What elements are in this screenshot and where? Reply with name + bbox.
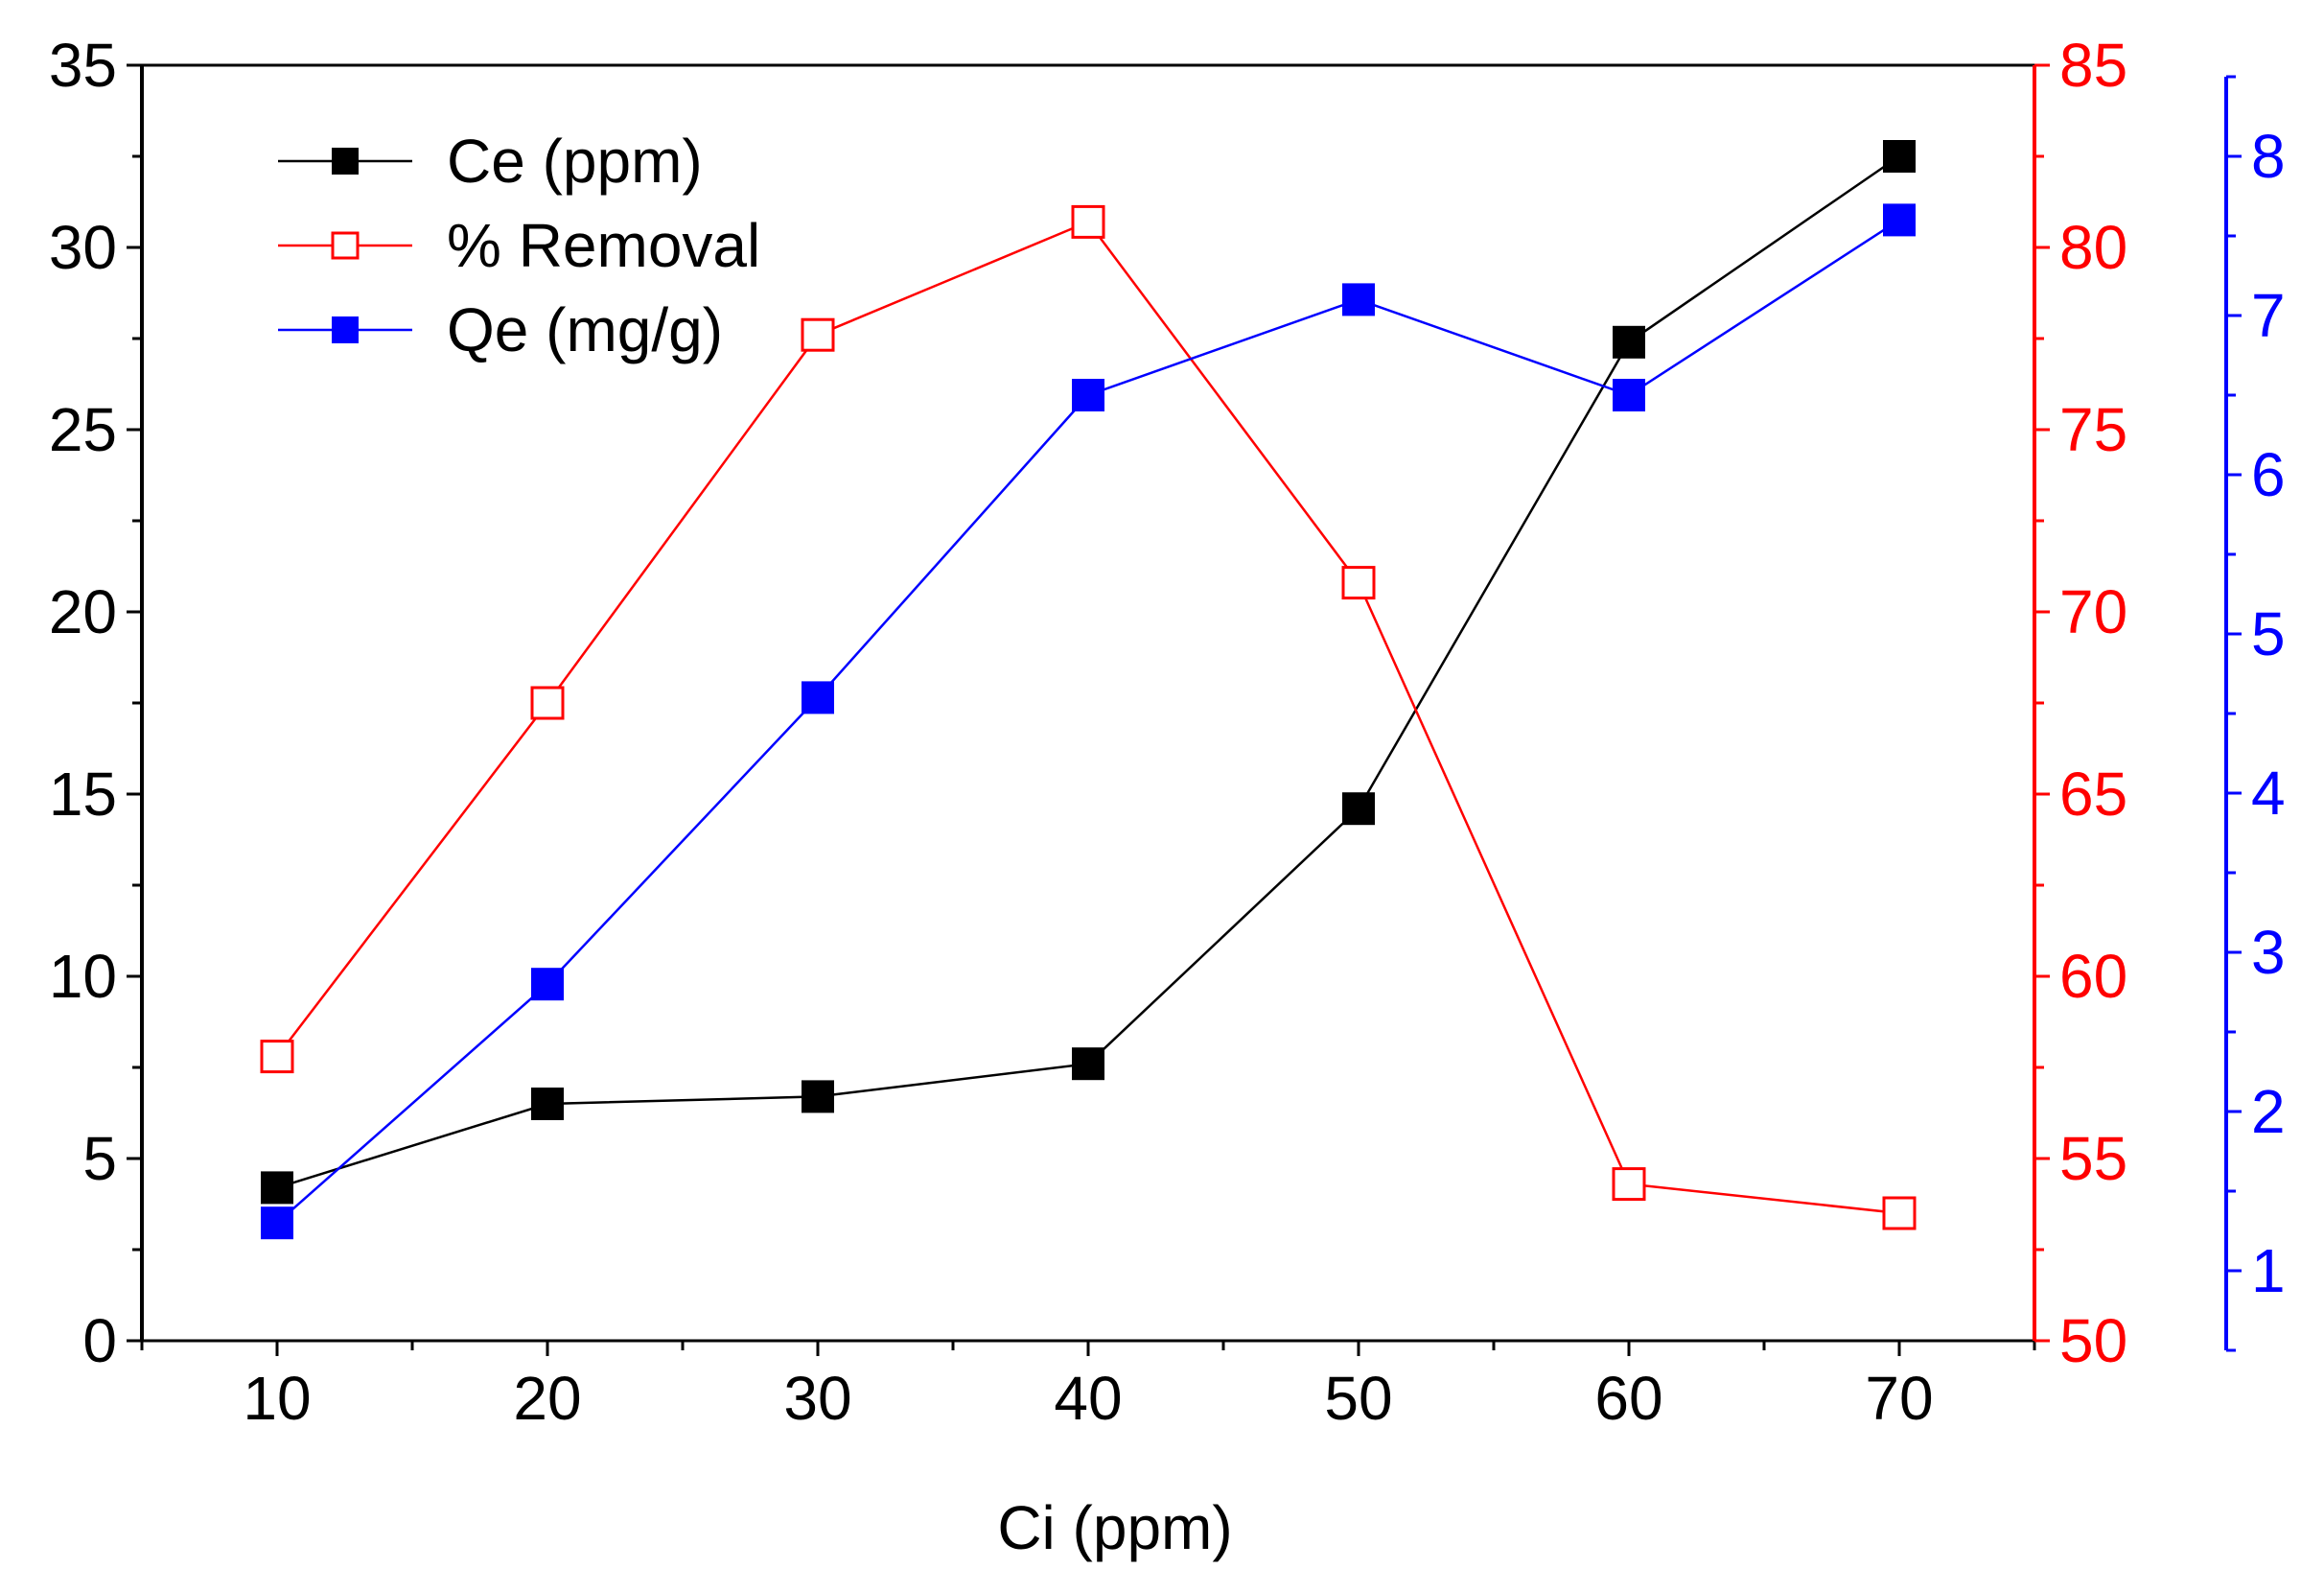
legend: Ce (ppm) % Removal Qe (mg/g) — [278, 127, 760, 364]
axes-layer: 10 20 30 40 50 60 7005101520253035505560657075… — [49, 31, 2286, 1433]
left-tick-label: 10 — [49, 942, 117, 1011]
right1-tick-label: 75 — [2059, 395, 2127, 464]
right1-tick-label: 80 — [2059, 213, 2127, 282]
legend-label: Ce (ppm) — [447, 127, 703, 196]
x-tick-label: 50 — [1324, 1364, 1392, 1433]
x-tick-label: 60 — [1594, 1364, 1662, 1433]
data-point-marker — [261, 1206, 293, 1240]
data-point-marker — [802, 681, 834, 714]
data-point-marker — [1883, 203, 1916, 237]
series-markers-layer — [260, 140, 1917, 1240]
left-tick-label: 15 — [49, 760, 117, 829]
left-tick-label: 35 — [49, 31, 117, 100]
x-tick-label: 30 — [783, 1364, 851, 1433]
legend-marker — [332, 316, 359, 343]
legend-marker — [331, 231, 360, 260]
data-point-marker — [1342, 283, 1375, 316]
data-point-marker — [801, 317, 835, 352]
right2-tick-label: 6 — [2251, 440, 2286, 509]
right2-tick-label: 3 — [2251, 918, 2286, 987]
right1-tick-label: 70 — [2059, 577, 2127, 646]
data-point-marker — [1341, 566, 1376, 600]
data-point-marker — [1883, 140, 1916, 173]
right2-tick-label: 5 — [2251, 599, 2286, 668]
right2-tick-label: 2 — [2251, 1077, 2286, 1146]
data-point-marker — [1612, 1167, 1646, 1202]
data-point-marker — [1613, 379, 1645, 411]
left-tick-label: 5 — [82, 1124, 117, 1193]
data-point-marker — [530, 686, 565, 720]
left-tick-label: 0 — [82, 1306, 117, 1375]
data-point-marker — [1613, 325, 1645, 359]
data-point-marker — [802, 1080, 834, 1113]
right2-tick-label: 4 — [2251, 759, 2286, 828]
right2-tick-label: 7 — [2251, 281, 2286, 350]
x-tick-label: 70 — [1865, 1364, 1933, 1433]
right1-tick-label: 85 — [2059, 31, 2127, 100]
data-point-marker — [1071, 204, 1105, 239]
x-tick-label: 40 — [1054, 1364, 1122, 1433]
data-point-marker — [1882, 1196, 1917, 1230]
left-tick-label: 25 — [49, 395, 117, 464]
left-tick-label: 30 — [49, 213, 117, 282]
x-axis-title: Ci (ppm) — [997, 1493, 1232, 1562]
data-point-marker — [531, 968, 564, 1001]
x-tick-label: 10 — [243, 1364, 311, 1433]
data-point-marker — [1072, 1047, 1104, 1081]
right1-tick-label: 65 — [2059, 760, 2127, 829]
data-point-marker — [1072, 379, 1104, 411]
legend-label: Qe (mg/g) — [447, 295, 723, 364]
legend-label: % Removal — [447, 211, 760, 280]
data-point-marker — [261, 1171, 293, 1205]
data-point-marker — [260, 1040, 294, 1074]
data-point-marker — [531, 1088, 564, 1120]
x-tick-label: 20 — [513, 1364, 581, 1433]
data-point-marker — [1342, 792, 1375, 826]
right1-tick-label: 50 — [2059, 1306, 2127, 1375]
right2-tick-label: 8 — [2251, 122, 2286, 191]
left-tick-label: 20 — [49, 577, 117, 646]
right2-tick-label: 1 — [2251, 1236, 2286, 1305]
right1-tick-label: 55 — [2059, 1124, 2127, 1193]
legend-marker — [332, 148, 359, 175]
right1-tick-label: 60 — [2059, 942, 2127, 1011]
